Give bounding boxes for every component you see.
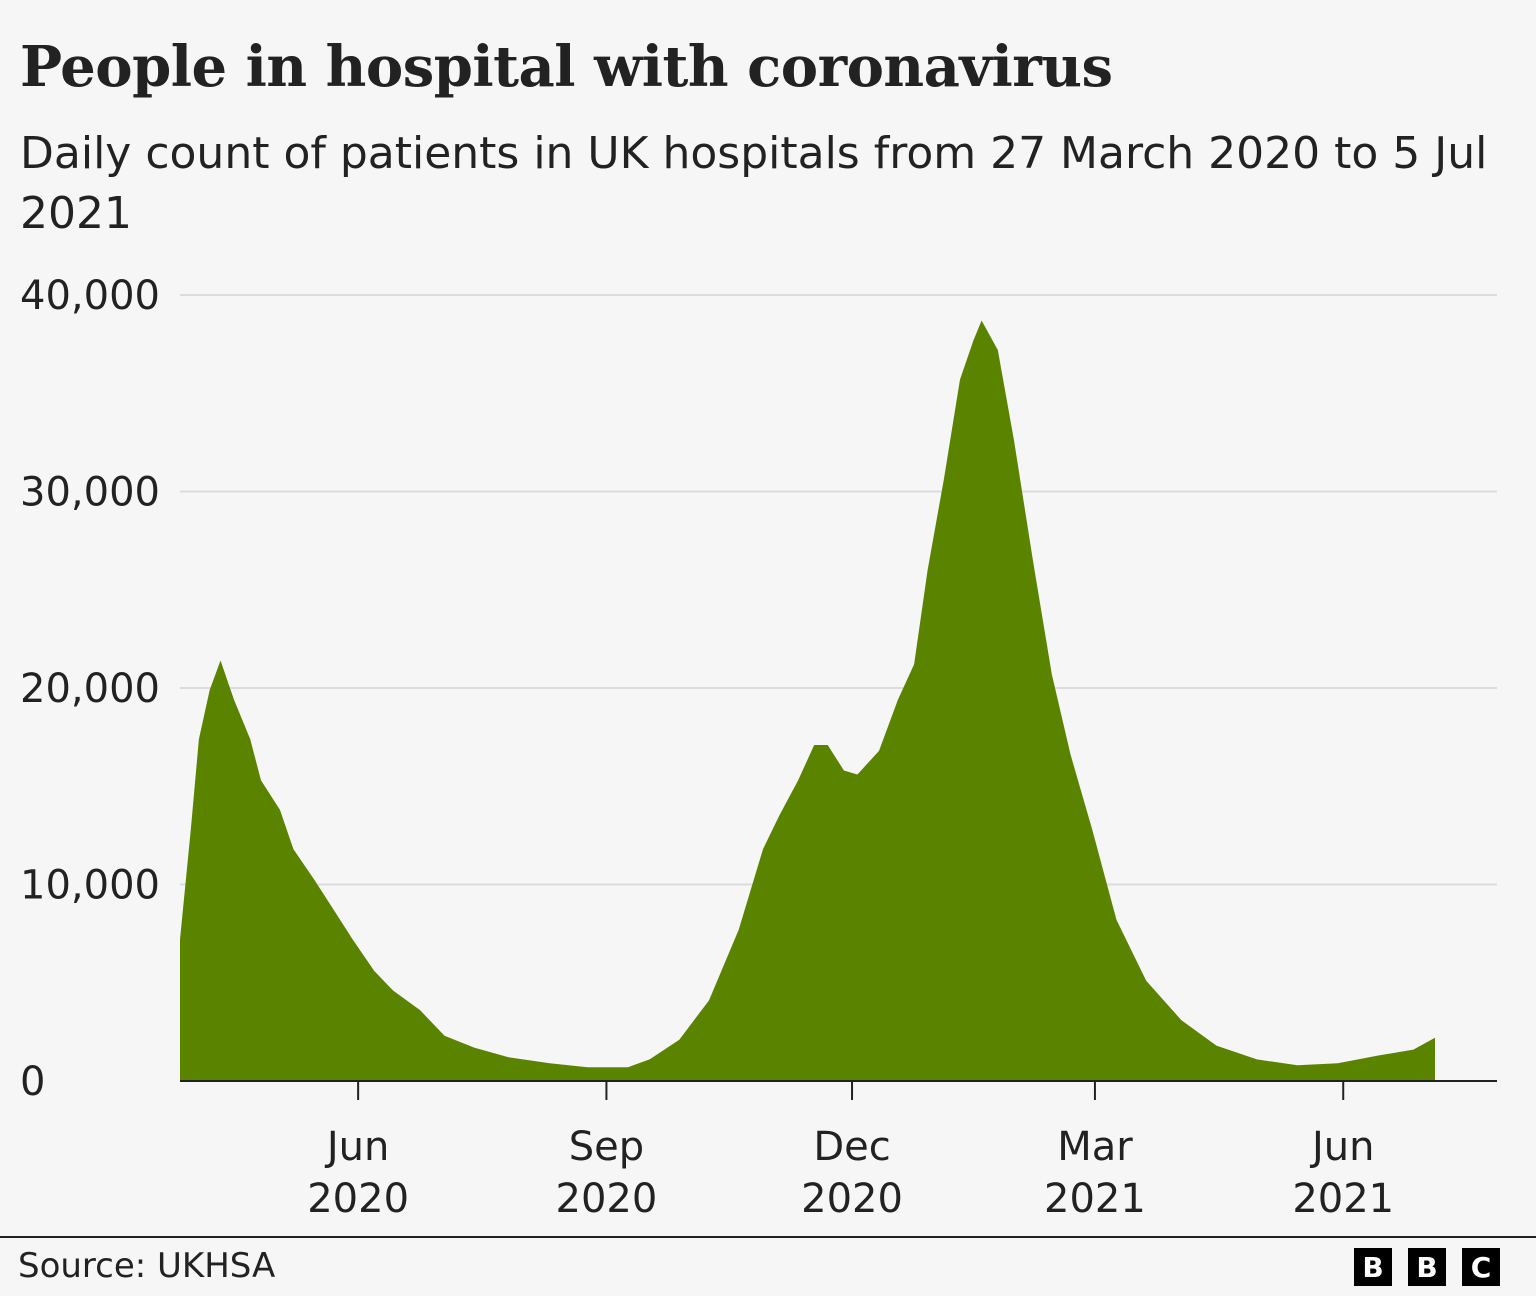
area-series [180, 320, 1435, 1081]
x-tick-label: Jun [1309, 1124, 1375, 1170]
source-note: Source: UKHSA [18, 1246, 276, 1286]
bbc-logo: B B C [1354, 1248, 1500, 1286]
footer-divider [0, 1236, 1536, 1238]
y-tick-label: 10,000 [20, 863, 160, 909]
x-tick-label: 2020 [307, 1176, 409, 1222]
y-tick-label: 20,000 [20, 666, 160, 712]
logo-letter-b1: B [1354, 1248, 1392, 1286]
x-tick-label: Mar [1057, 1124, 1133, 1170]
x-tick-label: Dec [813, 1124, 890, 1170]
x-tick-label: 2020 [801, 1176, 903, 1222]
y-tick-label: 40,000 [20, 273, 160, 319]
x-tick-label: 2021 [1044, 1176, 1146, 1222]
logo-letter-c: C [1462, 1248, 1500, 1286]
chart: 0 10,000 20,000 30,000 40,000 Jun 2020 Sep 2020 D… [20, 273, 1497, 1222]
y-tick-label: 30,000 [20, 470, 160, 516]
chart-title: People in hospital with coronavirus [20, 34, 1113, 100]
logo-letter-b2: B [1408, 1248, 1446, 1286]
gridlines [180, 294, 1497, 886]
axes: 0 10,000 20,000 30,000 40,000 Jun 2020 Sep 2020 D… [20, 273, 1497, 1222]
x-tick-label: 2020 [556, 1176, 658, 1222]
x-tick-label: Sep [569, 1124, 644, 1170]
chart-subtitle: Daily count of patients in UK hospitals … [20, 128, 1488, 239]
y-tick-label: 0 [20, 1059, 45, 1105]
x-tick-label: 2021 [1292, 1176, 1394, 1222]
x-tick-label: Jun [324, 1124, 390, 1170]
hospital-patients-area [180, 320, 1435, 1081]
